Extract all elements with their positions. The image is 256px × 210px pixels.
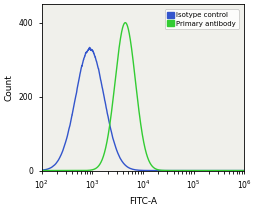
Y-axis label: Count: Count bbox=[4, 74, 13, 101]
Legend: Isotype control, Primary antibody: Isotype control, Primary antibody bbox=[165, 9, 239, 29]
X-axis label: FITC-A: FITC-A bbox=[129, 197, 157, 206]
